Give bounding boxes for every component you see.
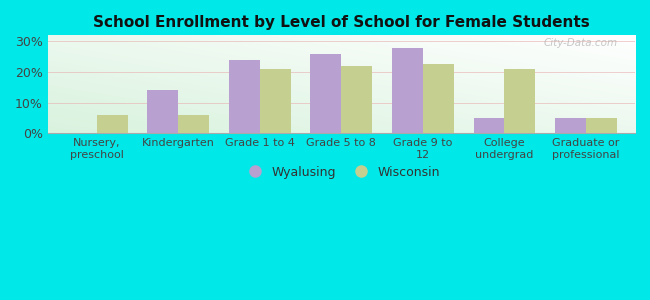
Bar [341, 66, 372, 133]
Bar [504, 69, 536, 133]
Bar [260, 69, 291, 133]
Title: School Enrollment by Level of School for Female Students: School Enrollment by Level of School for… [93, 15, 590, 30]
Bar [229, 60, 260, 133]
Bar [148, 90, 178, 133]
Bar [97, 115, 127, 133]
Legend: Wyalusing, Wisconsin: Wyalusing, Wisconsin [238, 161, 445, 184]
Bar [423, 64, 454, 133]
Text: City-Data.com: City-Data.com [543, 38, 618, 48]
Bar [392, 48, 423, 133]
Bar [310, 54, 341, 133]
Bar [178, 115, 209, 133]
Bar [555, 118, 586, 133]
Bar [473, 118, 504, 133]
Bar [586, 118, 617, 133]
